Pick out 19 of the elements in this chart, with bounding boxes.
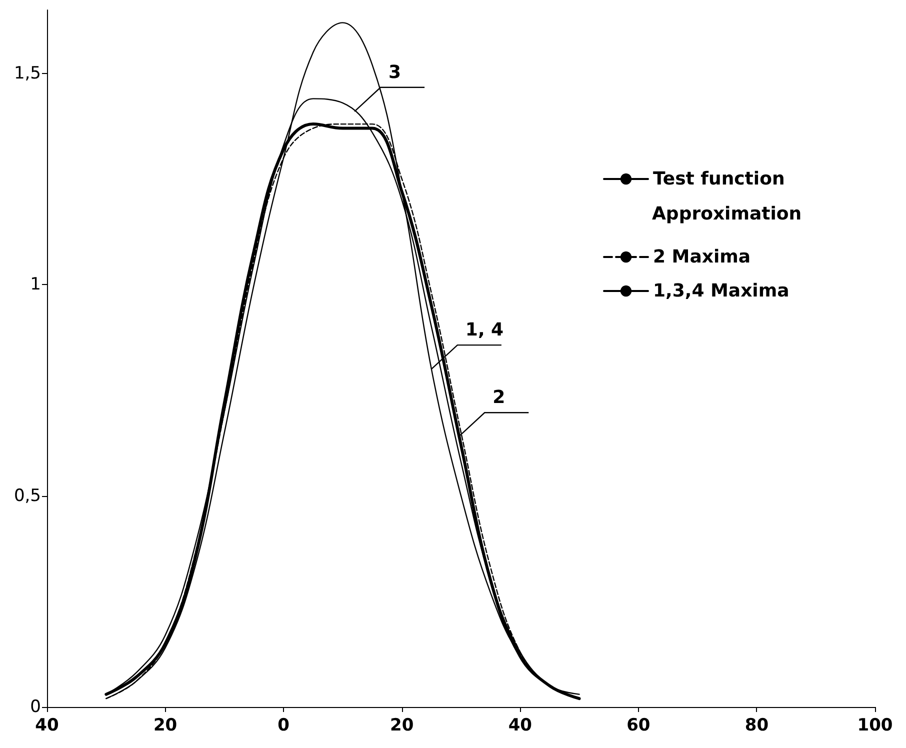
x-tick-label: 40: [35, 716, 59, 736]
legend-label: Test function: [653, 168, 785, 190]
annotation: 3: [388, 62, 402, 83]
y-tick-label: 1: [30, 274, 41, 295]
x-tick-label: 100: [857, 716, 893, 736]
x-tick-label: 40: [508, 716, 532, 736]
y-tick-label: 0: [30, 697, 41, 717]
y-tick-label: 0,5: [14, 486, 41, 506]
x-tick-label: 80: [744, 716, 769, 736]
y-tick-label: 1,5: [14, 63, 41, 84]
x-tick-label: 0: [278, 716, 290, 736]
x-tick-label: 20: [390, 716, 414, 736]
legend-title: Approximation: [652, 204, 802, 224]
legend-label: 2 Maxima: [653, 246, 751, 268]
x-tick-label: 20: [153, 716, 178, 736]
annotation: 1, 4: [465, 320, 504, 341]
x-tick-label: 60: [626, 716, 650, 736]
legend-label: 1,3,4 Maxima: [653, 280, 790, 302]
annotation: 2: [492, 387, 506, 408]
